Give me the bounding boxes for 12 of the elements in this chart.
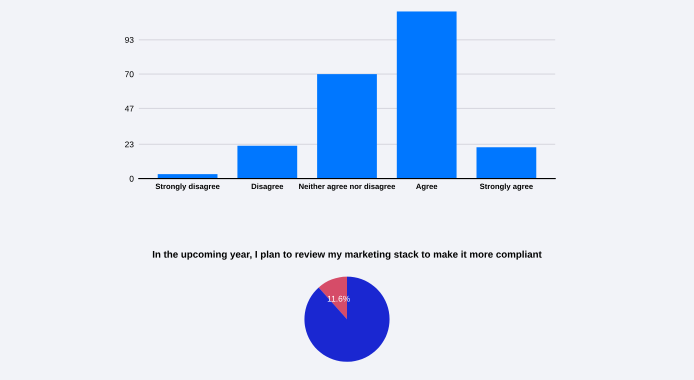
y-tick-label: 70 bbox=[125, 71, 134, 78]
y-tick-label: 47 bbox=[124, 106, 134, 112]
bar bbox=[237, 146, 298, 179]
bar bbox=[158, 174, 218, 179]
chart-title: In the upcoming year, I plan to review my marketing stack to make it more compliant bbox=[152, 250, 542, 260]
bar bbox=[476, 147, 536, 179]
y-tick-label: 0 bbox=[130, 176, 134, 182]
y-tick-label: 93 bbox=[125, 36, 134, 43]
pie-slice bbox=[304, 276, 390, 362]
y-tick-label: 23 bbox=[125, 141, 134, 148]
bar bbox=[317, 74, 377, 179]
bar bbox=[396, 11, 457, 179]
